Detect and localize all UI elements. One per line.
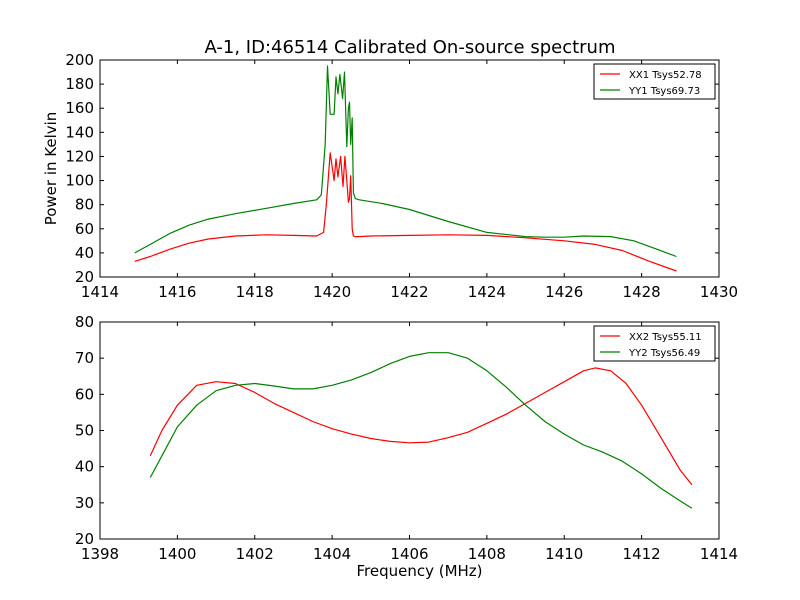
- top-x-tick-label: 1418: [236, 283, 274, 301]
- top-y-tick-label: 160: [65, 99, 94, 117]
- bottom-series-line-1: [149, 367, 693, 486]
- top-x-tick-label: 1416: [158, 283, 196, 301]
- top-x-tick-label: 1426: [545, 283, 583, 301]
- top-y-tick-label: 140: [65, 123, 94, 141]
- bottom-y-tick-label: 80: [75, 313, 94, 331]
- top-y-tick-label: 20: [75, 268, 94, 286]
- top-y-axis-label: Power in Kelvin: [42, 112, 60, 226]
- bottom-y-tick-label: 70: [75, 349, 94, 367]
- bottom-y-tick-label: 40: [75, 458, 94, 476]
- top-legend-label-1: XX1 Tsys52.78: [629, 70, 702, 81]
- top-x-tick-label: 1430: [700, 283, 738, 301]
- top-y-tick-label: 60: [75, 220, 94, 238]
- bottom-x-tick-label: 1412: [623, 545, 661, 563]
- top-y-tick-label: 180: [65, 75, 94, 93]
- top-y-tick-label: 80: [75, 196, 94, 214]
- bottom-x-axis-label: Frequency (MHz): [356, 562, 482, 580]
- bottom-legend-label-1: XX2 Tsys55.11: [629, 332, 702, 343]
- bottom-legend: XX2 Tsys55.11 YY2 Tsys56.49: [593, 325, 716, 362]
- top-series-line-2: [134, 65, 677, 258]
- bottom-legend-label-2: YY2 Tsys56.49: [628, 348, 700, 359]
- bottom-series-line-2: [149, 352, 693, 509]
- bottom-x-tick-label: 1400: [158, 545, 196, 563]
- bottom-legend-box: [593, 325, 716, 362]
- bottom-y-tick-label: 50: [75, 422, 94, 440]
- top-legend-label-2: YY1 Tsys69.73: [628, 86, 700, 97]
- bottom-x-tick-label: 1406: [390, 545, 428, 563]
- bottom-x-tick-label: 1404: [313, 545, 351, 563]
- bottom-x-tick-label: 1414: [700, 545, 738, 563]
- top-panel-plot: 1414 1416 1418 1420 1422 1424 1426 1428 1430 20 40…: [42, 51, 738, 301]
- top-x-tick-label: 1424: [468, 283, 506, 301]
- bottom-y-tick-label: 20: [75, 530, 94, 548]
- bottom-x-tick-label: 1398: [81, 545, 119, 563]
- top-y-tick-label: 120: [65, 147, 94, 165]
- bottom-x-tick-label: 1410: [545, 545, 583, 563]
- top-legend-box: [593, 63, 716, 100]
- top-y-tick-label: 200: [65, 51, 94, 69]
- top-x-tick-label: 1428: [623, 283, 661, 301]
- bottom-x-tick-label: 1408: [468, 545, 506, 563]
- top-x-tick-label: 1422: [390, 283, 428, 301]
- top-y-tick-label: 40: [75, 244, 94, 262]
- top-series-line-1: [134, 152, 677, 272]
- top-legend: XX1 Tsys52.78 YY1 Tsys69.73: [593, 63, 716, 100]
- figure-title: A-1, ID:46514 Calibrated On-source spect…: [204, 37, 615, 58]
- bottom-y-tick-label: 30: [75, 494, 94, 512]
- bottom-y-tick-label: 60: [75, 385, 94, 403]
- top-x-tick-label: 1414: [81, 283, 119, 301]
- top-x-tick-label: 1420: [313, 283, 351, 301]
- bottom-x-tick-label: 1402: [236, 545, 274, 563]
- bottom-panel-plot: 1398 1400 1402 1404 1406 1408 1410 1412 1414 20 30…: [75, 313, 738, 580]
- top-y-tick-label: 100: [65, 172, 94, 190]
